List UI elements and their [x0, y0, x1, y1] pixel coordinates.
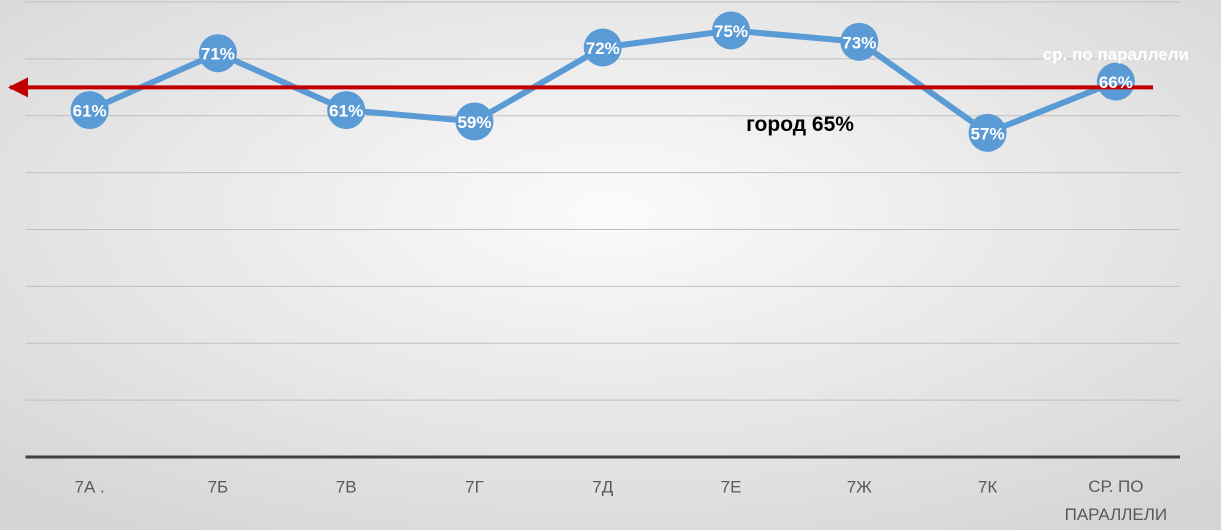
data-label: 73% [842, 33, 876, 52]
data-label: 57% [971, 124, 1005, 143]
x-tick-label-line: ПАРАЛЛЕЛИ [1065, 505, 1168, 524]
data-point [840, 22, 879, 61]
data-label: 75% [714, 22, 748, 41]
x-tick-label-line: СР. ПО [1088, 477, 1143, 496]
data-label: 71% [201, 45, 235, 64]
x-tick-label: 7А . [75, 477, 105, 496]
data-point [198, 34, 237, 73]
reference-label: город 65% [746, 113, 854, 136]
x-tick-label: 7Г [465, 477, 484, 496]
data-point [583, 28, 622, 67]
data-point [327, 91, 366, 130]
data-label: 59% [457, 113, 491, 132]
x-tick-label: 7Е [721, 477, 742, 496]
x-tick-label: 7Б [208, 477, 229, 496]
data-label: 61% [329, 102, 363, 121]
x-tick-label: 7Ж [847, 477, 872, 496]
annotation: ср. по параллели [1043, 45, 1189, 64]
data-point [968, 113, 1007, 152]
data-point [455, 102, 494, 141]
data-point [1096, 62, 1135, 101]
data-label: 61% [73, 102, 107, 121]
data-label: 72% [586, 39, 620, 58]
data-point [712, 11, 751, 50]
x-tick-label: 7К [978, 477, 997, 496]
data-point [70, 91, 109, 130]
data-label: 66% [1099, 73, 1133, 92]
x-tick-label: СР. ПО ПАРАЛЛЕЛИ [1065, 477, 1168, 524]
x-tick-label: 7Д [592, 477, 613, 496]
x-tick-label: 7В [336, 477, 357, 496]
